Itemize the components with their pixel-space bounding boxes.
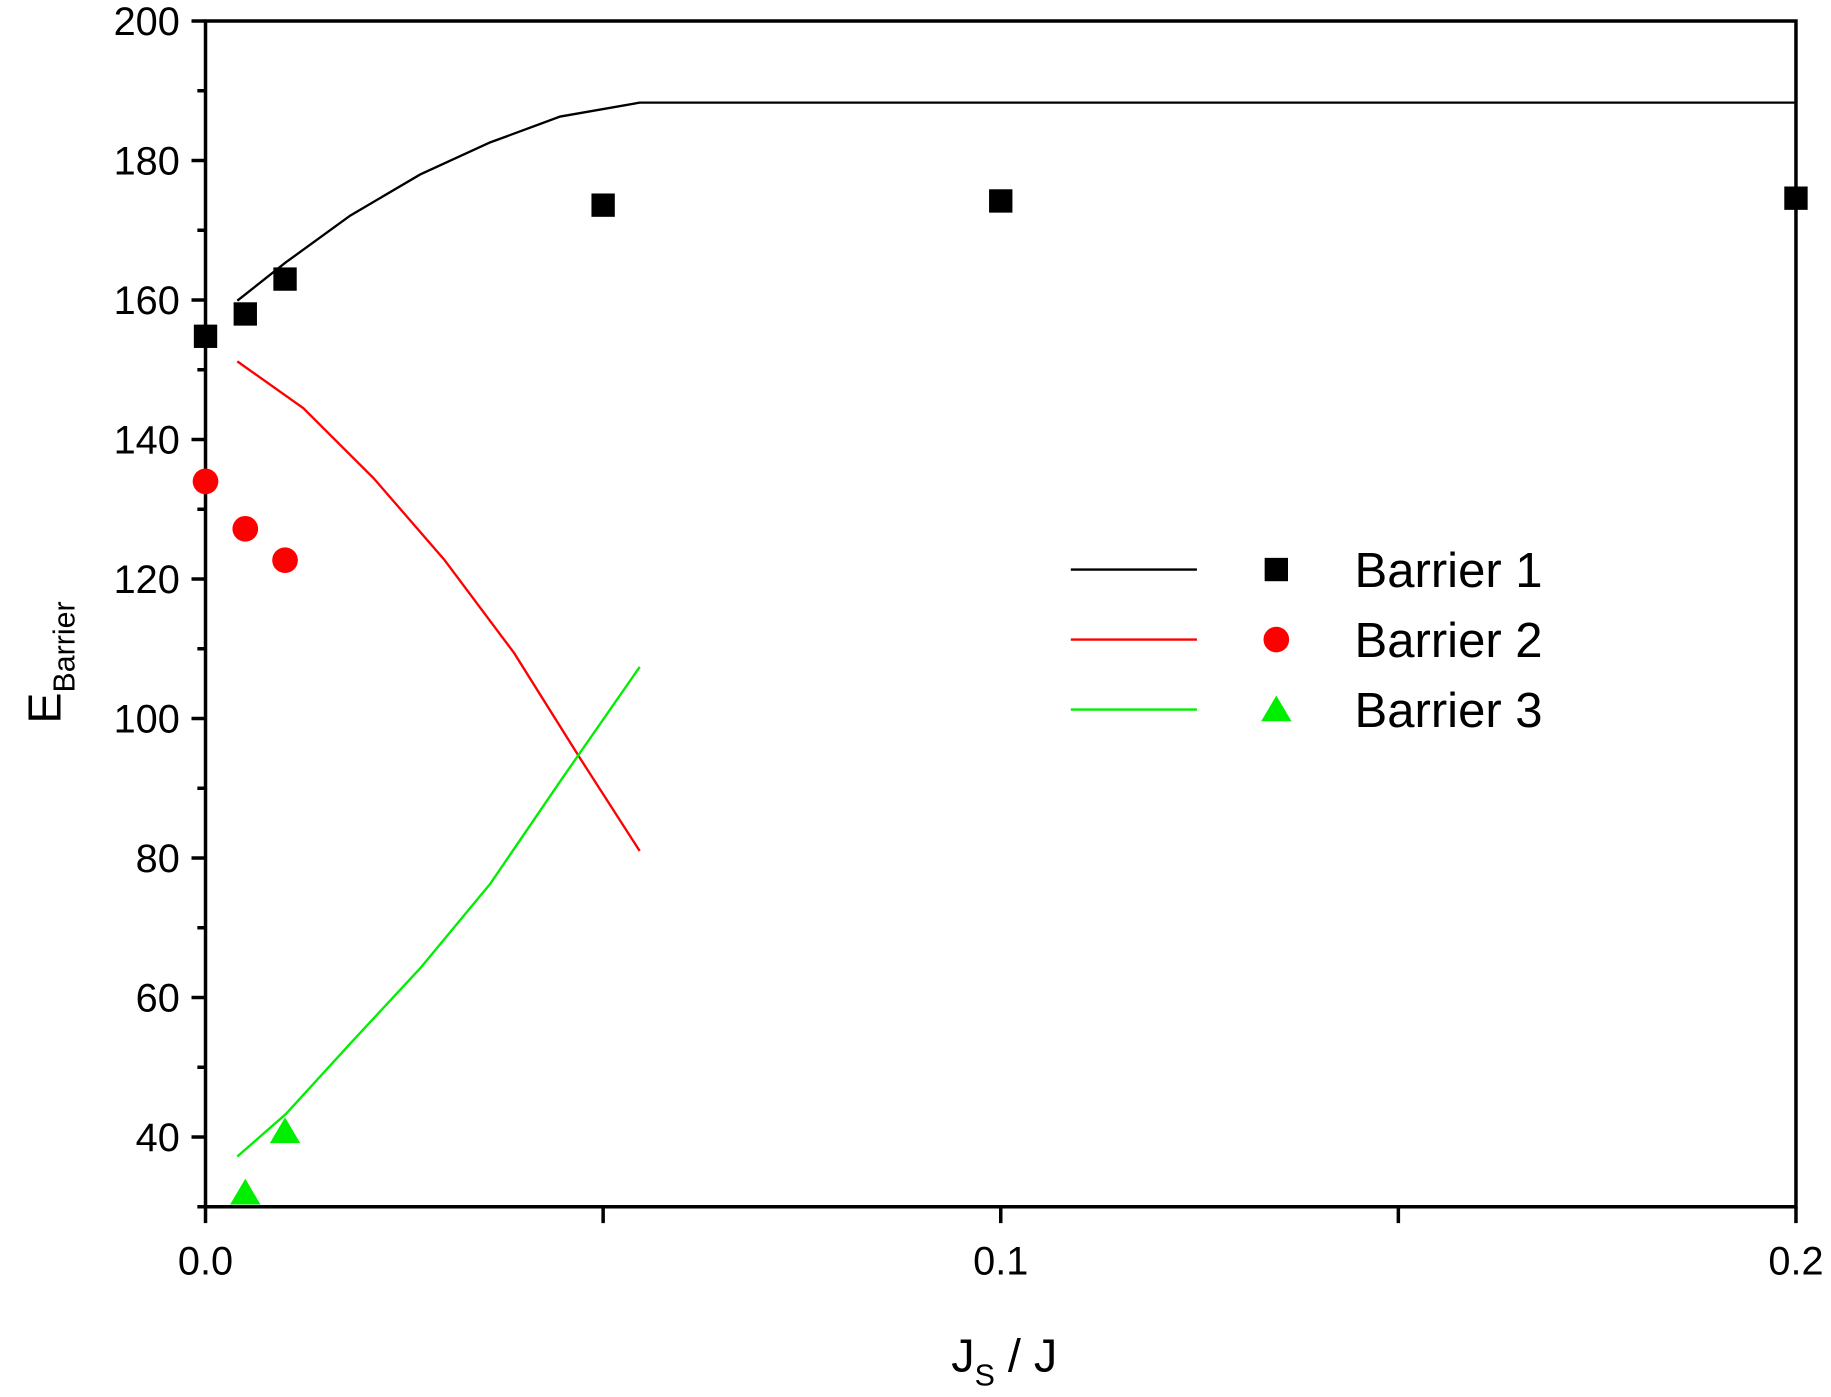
y-label-main: E (19, 692, 71, 723)
marker (230, 1178, 261, 1205)
x-label-main: J (951, 1329, 974, 1381)
marker (269, 1117, 301, 1144)
legend-label: Barrier 3 (1355, 684, 1543, 738)
fit-line (236, 666, 641, 1158)
legend-marker (1263, 626, 1290, 653)
x-label-suffix: / J (995, 1329, 1057, 1381)
marker (591, 193, 615, 217)
legend-marker (1261, 695, 1292, 722)
x-tick-label: 0.1 (973, 1239, 1028, 1283)
x-tick-label: 0.2 (1768, 1239, 1823, 1283)
y-tick-label: 60 (136, 977, 180, 1021)
marker (192, 468, 219, 495)
y-tick-label: 200 (114, 0, 180, 44)
y-label-subscript: Barrier (49, 601, 82, 692)
y-tick-label: 40 (136, 1116, 180, 1160)
y-tick-label: 140 (114, 419, 180, 463)
y-tick-label: 160 (114, 279, 180, 323)
marker (272, 547, 298, 574)
marker (232, 515, 259, 542)
legend-label: Barrier 1 (1355, 544, 1543, 598)
marker (193, 324, 218, 348)
legend-label: Barrier 2 (1355, 614, 1543, 668)
marker (273, 267, 297, 291)
y-axis-label: EBarrier (19, 601, 82, 723)
x-label-subscript: S (975, 1359, 995, 1392)
marker (1784, 186, 1808, 210)
marker (989, 189, 1013, 213)
y-tick-label: 80 (136, 837, 180, 881)
y-tick-label: 120 (114, 558, 180, 602)
fit-line (236, 101, 1796, 302)
y-tick-label: 100 (114, 698, 180, 742)
y-tick-label: 180 (114, 140, 180, 184)
fit-line (236, 360, 641, 852)
x-axis-label: JS / J (951, 1329, 1057, 1392)
marker (233, 302, 257, 326)
legend-marker (1264, 557, 1289, 582)
x-tick-label: 0.0 (178, 1239, 233, 1283)
